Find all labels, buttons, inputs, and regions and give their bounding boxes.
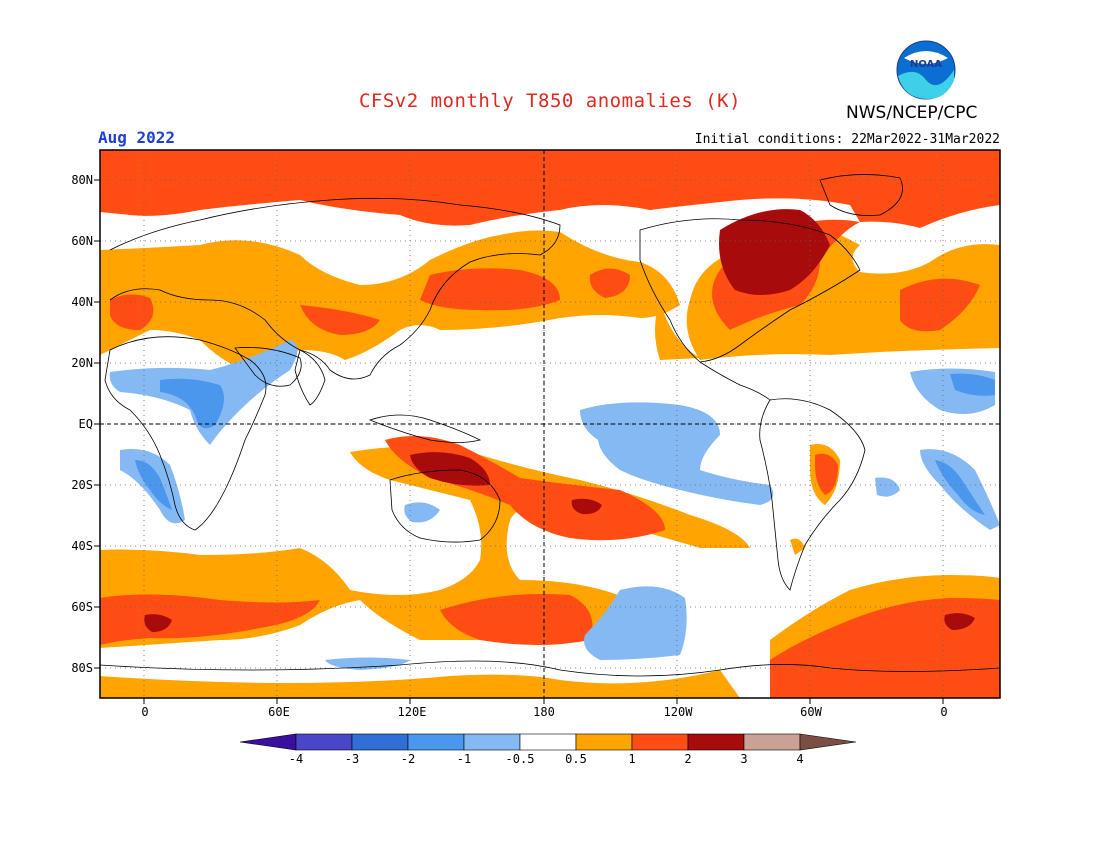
anomaly-europe-red	[110, 294, 154, 330]
lat-label-40n: 40N	[71, 295, 93, 309]
colorbar-swatch	[519, 733, 577, 751]
anomaly-sa-south-orange	[790, 538, 805, 555]
anomaly-sa-lightblue	[875, 477, 900, 497]
lat-label-20s: 20S	[71, 478, 93, 492]
colorbar-swatch	[687, 733, 745, 751]
lon-label-120e: 120E	[397, 705, 427, 719]
coast-antarctica	[100, 660, 1000, 677]
lon-label-180: 180	[533, 705, 555, 719]
lat-label-80n: 80N	[71, 173, 93, 187]
anomaly-blue-regions	[135, 373, 995, 515]
anomaly-so-lightblue	[584, 586, 687, 660]
anomaly-se-atlantic-blue-east	[935, 460, 985, 515]
coast-australia	[389, 469, 501, 543]
anomaly-maritime-darkred	[410, 452, 490, 486]
lon-label-120w: 120W	[663, 705, 693, 719]
coast-africa	[104, 336, 267, 531]
colorbar-arrow-low	[239, 733, 297, 751]
colorbar-label: 1	[628, 752, 636, 766]
noaa-logo: NOAA	[896, 40, 956, 100]
axis-ticks	[94, 179, 944, 704]
colorbar-label: -3	[344, 752, 360, 766]
anomaly-so-darkred-east	[944, 613, 975, 630]
colorbar-swatch	[351, 733, 409, 751]
lat-label-40s: 40S	[71, 539, 93, 553]
colorbar-label: -2	[400, 752, 416, 766]
anomaly-antarctic-edge	[100, 670, 740, 698]
colorbar-arrow-high	[799, 733, 857, 751]
coast-eurasia	[109, 197, 561, 380]
noaa-logo-text: NOAA	[910, 59, 942, 70]
org-label: NWS/NCEP/CPC	[846, 103, 978, 123]
colorbar-label: -1	[456, 752, 472, 766]
coast-maritime	[368, 414, 482, 443]
coast-india	[294, 349, 326, 406]
colorbar-swatch	[575, 733, 633, 751]
anomaly-sh-red-center	[440, 594, 593, 645]
lon-label-60w: 60W	[800, 705, 822, 719]
colorbar-label: 0.5	[565, 752, 587, 766]
lon-label-60e: 60E	[268, 705, 290, 719]
anomaly-sh-red-east	[770, 598, 1000, 698]
anomaly-na-east	[655, 300, 700, 360]
anomaly-atlantic-blue	[950, 373, 995, 396]
anomaly-asia-red	[300, 305, 380, 335]
chart-title: CFSv2 monthly T850 anomalies (K)	[358, 90, 742, 112]
anomaly-eurasia-band	[100, 150, 680, 368]
anomaly-north-pacific-red	[420, 268, 560, 311]
lat-label-20n: 20N	[71, 356, 93, 370]
month-label: Aug 2022	[98, 128, 176, 147]
coast-north-america	[639, 218, 861, 363]
lon-label-0-east: 0	[940, 705, 948, 719]
map-body	[100, 150, 1000, 698]
coastlines	[100, 174, 1000, 677]
anomaly-antarctica-lightblue	[325, 657, 410, 670]
coast-arabia	[234, 347, 302, 387]
colorbar-label: 2	[684, 752, 692, 766]
anomaly-pacific-darkred	[571, 498, 602, 515]
colorbar-swatch	[743, 733, 801, 751]
anomaly-se-atlantic-blue	[135, 460, 172, 510]
colorbar-swatch	[295, 733, 353, 751]
anomaly-africa-blue	[160, 378, 224, 429]
colorbar-label: -4	[288, 752, 304, 766]
colorbar-swatch	[407, 733, 465, 751]
coast-greenland	[819, 174, 903, 216]
lat-label-60s: 60S	[71, 600, 93, 614]
anomaly-pacific-red-small	[589, 268, 630, 298]
anomaly-so-darkred-west	[144, 614, 172, 632]
colorbar-label: 3	[740, 752, 748, 766]
anomaly-darkred-regions	[144, 209, 975, 632]
coast-south-america	[759, 398, 866, 591]
anomaly-atlantic-red	[900, 278, 980, 332]
anomaly-na-darkred	[719, 209, 830, 295]
anomaly-east-pacific-lightblue	[580, 402, 774, 505]
colorbar-label: 4	[796, 752, 804, 766]
colorbar	[239, 733, 857, 751]
anomaly-aus-lightblue	[404, 502, 440, 523]
coast-central-america	[699, 361, 771, 401]
anomaly-africa-south-orange	[225, 340, 255, 360]
colorbar-swatch	[463, 733, 521, 751]
colorbar-label: -0.5	[505, 752, 535, 766]
lat-label-80s: 80S	[71, 661, 93, 675]
colorbar-swatch	[631, 733, 689, 751]
initial-conditions-label: Initial conditions: 22Mar2022-31Mar2022	[694, 132, 1000, 147]
lat-label-eq: EQ	[78, 417, 93, 431]
lat-label-60n: 60N	[71, 234, 93, 248]
lon-label-0-west: 0	[141, 705, 149, 719]
